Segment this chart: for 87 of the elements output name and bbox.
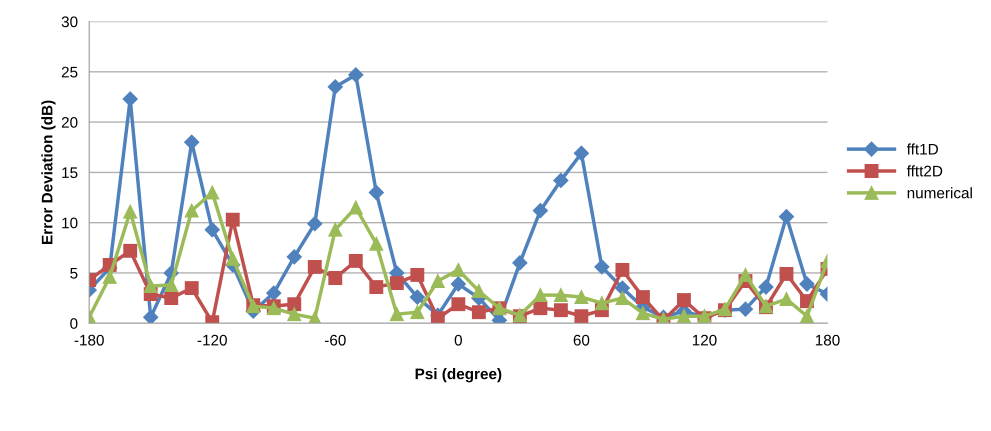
point — [738, 302, 754, 317]
point — [554, 288, 568, 302]
point — [184, 204, 199, 218]
x-axis-title: Psi (degree) — [416, 368, 502, 382]
point — [307, 216, 322, 232]
x-tick-label: -120 — [198, 334, 227, 346]
point — [123, 204, 138, 219]
y-tick-label: 10 — [62, 218, 78, 228]
point — [184, 134, 200, 150]
point — [204, 222, 220, 238]
y-tick-label: 5 — [70, 268, 78, 279]
point — [143, 310, 158, 324]
x-tick-label: 180 — [816, 334, 840, 346]
point — [369, 280, 384, 294]
point — [532, 203, 548, 218]
x-tick-label: 0 — [454, 334, 462, 346]
point — [286, 249, 302, 264]
point — [390, 276, 404, 290]
point — [205, 186, 220, 200]
point — [451, 263, 466, 277]
point — [636, 306, 650, 320]
point — [328, 222, 342, 237]
point — [758, 279, 774, 295]
point — [184, 281, 199, 295]
legend-label: numerical — [908, 187, 972, 198]
point — [676, 293, 691, 308]
point — [410, 268, 424, 282]
point — [780, 292, 794, 306]
point — [390, 307, 404, 322]
point — [308, 260, 322, 274]
y-tick-label: 0 — [70, 318, 78, 329]
point — [102, 270, 117, 284]
point — [348, 200, 363, 215]
point — [144, 279, 158, 293]
y-tick-label: 30 — [62, 16, 78, 28]
point — [328, 271, 342, 285]
point — [533, 288, 548, 302]
y-axis-title: Error Deviation (dB) — [41, 100, 56, 244]
point — [410, 305, 424, 320]
point — [615, 263, 630, 277]
point — [780, 267, 794, 281]
point — [799, 276, 815, 292]
point — [553, 172, 568, 188]
point — [676, 309, 691, 324]
y-tick-label: 20 — [62, 116, 78, 128]
point — [738, 268, 752, 282]
point — [348, 254, 363, 268]
point — [594, 259, 610, 275]
x-tick-label: -60 — [324, 334, 346, 346]
point — [615, 291, 630, 306]
point — [533, 301, 548, 316]
point — [450, 276, 466, 292]
point — [614, 280, 630, 296]
point — [574, 309, 588, 324]
point — [226, 252, 240, 266]
y-tick-label: 15 — [62, 167, 78, 178]
point — [472, 305, 486, 320]
point — [636, 290, 650, 304]
x-tick-label: 120 — [692, 334, 717, 346]
point — [368, 184, 384, 200]
point — [594, 296, 609, 310]
legend-label: fftt2D — [906, 165, 942, 176]
point — [574, 290, 588, 304]
point — [512, 255, 528, 270]
point — [287, 297, 302, 312]
point — [430, 311, 445, 324]
point — [266, 286, 282, 301]
point — [287, 307, 302, 322]
point — [800, 309, 814, 324]
point — [328, 79, 343, 94]
point — [226, 212, 240, 227]
point — [369, 236, 384, 251]
x-tick-label: -180 — [74, 334, 104, 346]
point — [574, 146, 589, 161]
point — [430, 274, 445, 288]
y-tick-label: 25 — [62, 66, 78, 78]
point — [472, 284, 486, 298]
point — [554, 303, 568, 318]
legend-label: fft1D — [906, 143, 938, 155]
point — [164, 278, 178, 292]
point — [778, 209, 794, 224]
point — [451, 297, 466, 312]
point — [348, 67, 364, 82]
x-tick-label: 60 — [574, 334, 590, 346]
point — [410, 290, 425, 305]
point — [123, 244, 138, 258]
point — [164, 291, 178, 306]
